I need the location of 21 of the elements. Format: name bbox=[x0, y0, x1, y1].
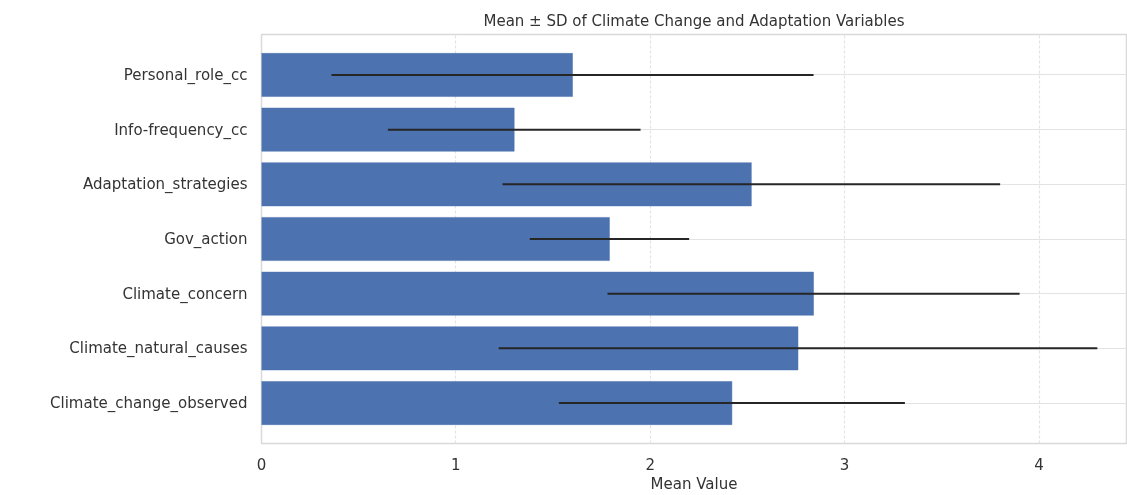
y-tick-label: Climate_natural_causes bbox=[69, 339, 248, 359]
bar bbox=[261, 107, 515, 152]
x-tick-label: 3 bbox=[839, 455, 850, 474]
x-tick-label: 2 bbox=[645, 455, 656, 474]
x-tick-label: 4 bbox=[1034, 455, 1044, 474]
y-tick-label: Info-frequency_cc bbox=[114, 120, 248, 140]
bar bbox=[261, 162, 752, 207]
y-tick-label: Personal_role_cc bbox=[123, 65, 248, 85]
y-tick-label: Climate_concern bbox=[122, 284, 248, 304]
bar bbox=[261, 217, 610, 261]
x-axis-title: Mean Value bbox=[650, 474, 738, 493]
bar bbox=[261, 271, 814, 316]
x-tick-label: 0 bbox=[256, 455, 267, 474]
y-tick-label: Adaptation_strategies bbox=[83, 175, 248, 195]
y-tick-label: Climate_change_observed bbox=[50, 394, 248, 414]
bar bbox=[261, 53, 573, 97]
x-tick-label: 1 bbox=[451, 455, 461, 474]
chart-title: Mean ± SD of Climate Change and Adaptation Variables bbox=[483, 11, 905, 30]
bar bbox=[261, 381, 733, 425]
bar bbox=[261, 326, 799, 371]
y-tick-label: Gov_action bbox=[164, 230, 248, 249]
